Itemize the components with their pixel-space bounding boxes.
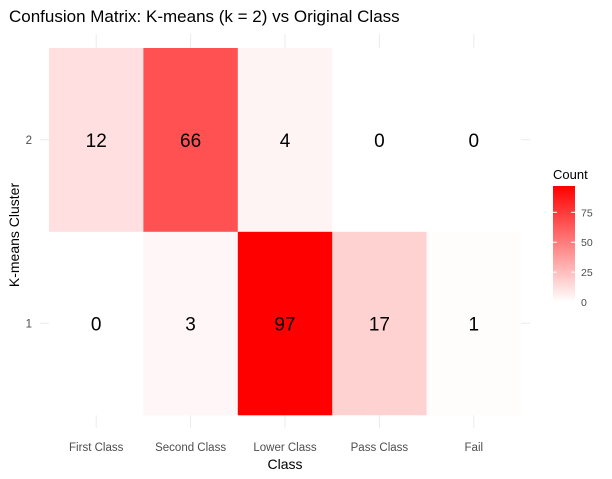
x-tick-label: Lower Class — [253, 442, 317, 454]
cell-value-label: 12 — [86, 131, 107, 152]
y-axis-title: K-means Cluster — [6, 183, 22, 288]
x-tick-label: Fail — [465, 442, 484, 454]
legend-title: Count — [553, 167, 588, 182]
heatmap-cell — [49, 48, 144, 232]
cell-value-label: 0 — [91, 314, 102, 335]
color-legend: Count 0 25 50 75 — [553, 167, 593, 309]
x-tick-label: First Class — [69, 442, 124, 454]
y-tick-label: 2 — [26, 135, 32, 147]
legend-colorbar — [553, 186, 575, 302]
chart-title: Confusion Matrix: K-means (k = 2) vs Ori… — [9, 7, 400, 26]
cell-value-label: 97 — [274, 314, 295, 335]
heatmap-cell — [426, 48, 522, 232]
cell-value-label: 17 — [369, 314, 390, 335]
cell-value-label: 3 — [185, 314, 196, 335]
cell-value-label: 0 — [374, 131, 385, 152]
legend-tick-label: 50 — [581, 237, 593, 249]
y-axis-ticks: 12 — [26, 135, 32, 331]
cell-value-label: 1 — [469, 314, 480, 335]
x-tick-label: Second Class — [155, 442, 226, 454]
legend-tick-label: 25 — [581, 267, 593, 279]
cell-value-label: 0 — [469, 131, 480, 152]
legend-tick-label: 0 — [581, 297, 587, 309]
heatmap-cell — [143, 231, 239, 416]
heatmap-cell — [237, 48, 333, 232]
heatmap-cell — [426, 231, 522, 416]
heatmap-cell — [332, 48, 427, 232]
x-tick-label: Pass Class — [351, 442, 409, 454]
heatmap-cell — [143, 48, 239, 232]
x-axis-title: Class — [267, 456, 302, 472]
cell-value-label: 4 — [280, 131, 291, 152]
heatmap-cell — [237, 231, 333, 416]
heatmap-cell — [332, 231, 427, 416]
legend-ticks: 0 25 50 75 — [553, 207, 593, 309]
cell-value-label: 66 — [180, 131, 201, 152]
heatmap-cell-labels: 0 3 97 17 1 12 66 4 0 0 — [86, 131, 479, 336]
heatmap-cell — [49, 231, 144, 416]
x-axis-ticks: First Class Second Class Lower Class Pass C… — [69, 442, 483, 454]
legend-tick-label: 75 — [581, 207, 593, 219]
heatmap-cells — [49, 48, 522, 416]
y-tick-label: 1 — [26, 318, 32, 330]
